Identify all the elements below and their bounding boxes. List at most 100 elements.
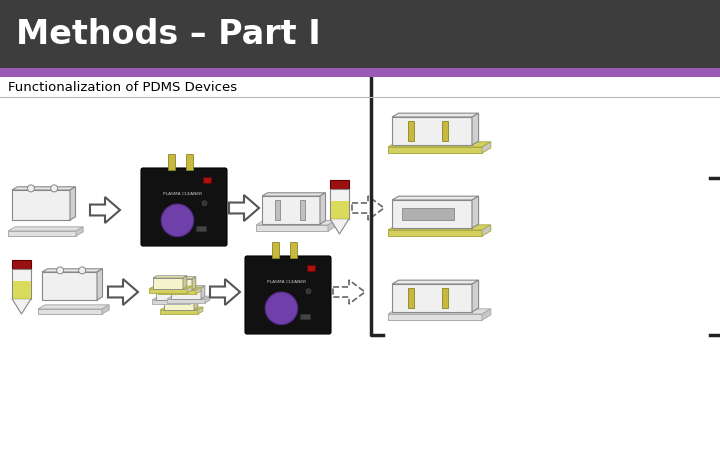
Polygon shape — [256, 220, 336, 225]
Polygon shape — [392, 196, 479, 200]
Polygon shape — [275, 200, 280, 220]
Polygon shape — [196, 287, 201, 294]
Polygon shape — [167, 299, 205, 303]
Polygon shape — [201, 286, 205, 299]
Polygon shape — [229, 195, 259, 221]
Polygon shape — [271, 242, 279, 258]
Polygon shape — [38, 309, 102, 314]
Polygon shape — [149, 286, 192, 289]
Polygon shape — [0, 68, 720, 77]
Text: PLASMA CLEANER: PLASMA CLEANER — [267, 280, 306, 284]
Polygon shape — [388, 67, 482, 73]
Polygon shape — [262, 193, 325, 196]
Polygon shape — [12, 281, 30, 299]
Circle shape — [161, 204, 194, 237]
Polygon shape — [388, 142, 491, 147]
Polygon shape — [187, 286, 192, 293]
Polygon shape — [149, 289, 187, 293]
Polygon shape — [392, 280, 479, 284]
Polygon shape — [160, 310, 198, 314]
FancyBboxPatch shape — [203, 176, 211, 183]
Polygon shape — [186, 287, 190, 300]
Polygon shape — [156, 287, 190, 289]
Polygon shape — [90, 197, 120, 223]
Polygon shape — [352, 196, 384, 220]
Polygon shape — [102, 305, 109, 314]
Polygon shape — [76, 227, 83, 236]
Polygon shape — [392, 117, 472, 145]
Polygon shape — [108, 279, 138, 305]
Polygon shape — [12, 187, 76, 190]
Polygon shape — [192, 277, 196, 290]
Polygon shape — [482, 309, 491, 320]
Polygon shape — [210, 279, 240, 305]
Polygon shape — [168, 154, 174, 170]
Polygon shape — [158, 290, 196, 294]
FancyBboxPatch shape — [307, 265, 315, 270]
Polygon shape — [42, 272, 97, 300]
Polygon shape — [42, 269, 102, 272]
Polygon shape — [289, 242, 297, 258]
Polygon shape — [441, 121, 448, 141]
Polygon shape — [152, 297, 195, 300]
Polygon shape — [472, 113, 479, 145]
Polygon shape — [162, 277, 196, 279]
Polygon shape — [392, 113, 479, 117]
Polygon shape — [388, 62, 491, 67]
Polygon shape — [198, 307, 203, 314]
Polygon shape — [333, 280, 365, 304]
Circle shape — [57, 267, 63, 274]
Polygon shape — [12, 190, 70, 220]
Polygon shape — [388, 225, 491, 230]
Polygon shape — [392, 37, 472, 65]
Polygon shape — [482, 62, 491, 73]
Polygon shape — [12, 299, 31, 314]
Polygon shape — [388, 147, 482, 153]
Circle shape — [265, 292, 298, 324]
Polygon shape — [70, 187, 76, 220]
Circle shape — [50, 185, 58, 192]
Polygon shape — [186, 154, 193, 170]
Polygon shape — [12, 260, 31, 269]
Text: PLASMA CLEANER: PLASMA CLEANER — [163, 192, 202, 196]
Polygon shape — [262, 196, 320, 224]
Polygon shape — [408, 121, 414, 141]
Polygon shape — [38, 305, 109, 309]
Polygon shape — [156, 289, 186, 300]
Polygon shape — [164, 299, 194, 310]
Polygon shape — [388, 314, 482, 320]
Polygon shape — [408, 288, 414, 308]
Polygon shape — [194, 297, 198, 310]
Polygon shape — [205, 296, 210, 303]
Polygon shape — [183, 276, 187, 289]
Circle shape — [78, 267, 86, 274]
Polygon shape — [164, 297, 198, 299]
FancyBboxPatch shape — [141, 168, 227, 246]
Text: Methods – Part I: Methods – Part I — [16, 18, 320, 50]
Polygon shape — [472, 196, 479, 228]
Polygon shape — [472, 280, 479, 312]
Polygon shape — [8, 227, 83, 231]
Polygon shape — [171, 286, 205, 288]
FancyBboxPatch shape — [300, 315, 310, 319]
Polygon shape — [441, 288, 448, 308]
Polygon shape — [0, 0, 720, 68]
Polygon shape — [472, 33, 479, 65]
Polygon shape — [300, 200, 305, 220]
Polygon shape — [482, 225, 491, 236]
Polygon shape — [330, 189, 349, 219]
Circle shape — [27, 185, 35, 192]
FancyBboxPatch shape — [245, 256, 331, 334]
Polygon shape — [320, 193, 325, 224]
Polygon shape — [256, 225, 328, 231]
Polygon shape — [162, 279, 192, 290]
Polygon shape — [167, 296, 210, 299]
Polygon shape — [388, 309, 491, 314]
FancyBboxPatch shape — [197, 226, 207, 231]
Polygon shape — [153, 278, 183, 289]
Polygon shape — [392, 284, 472, 312]
Polygon shape — [8, 231, 76, 236]
Polygon shape — [97, 269, 102, 300]
Polygon shape — [328, 220, 336, 231]
Polygon shape — [441, 41, 448, 61]
